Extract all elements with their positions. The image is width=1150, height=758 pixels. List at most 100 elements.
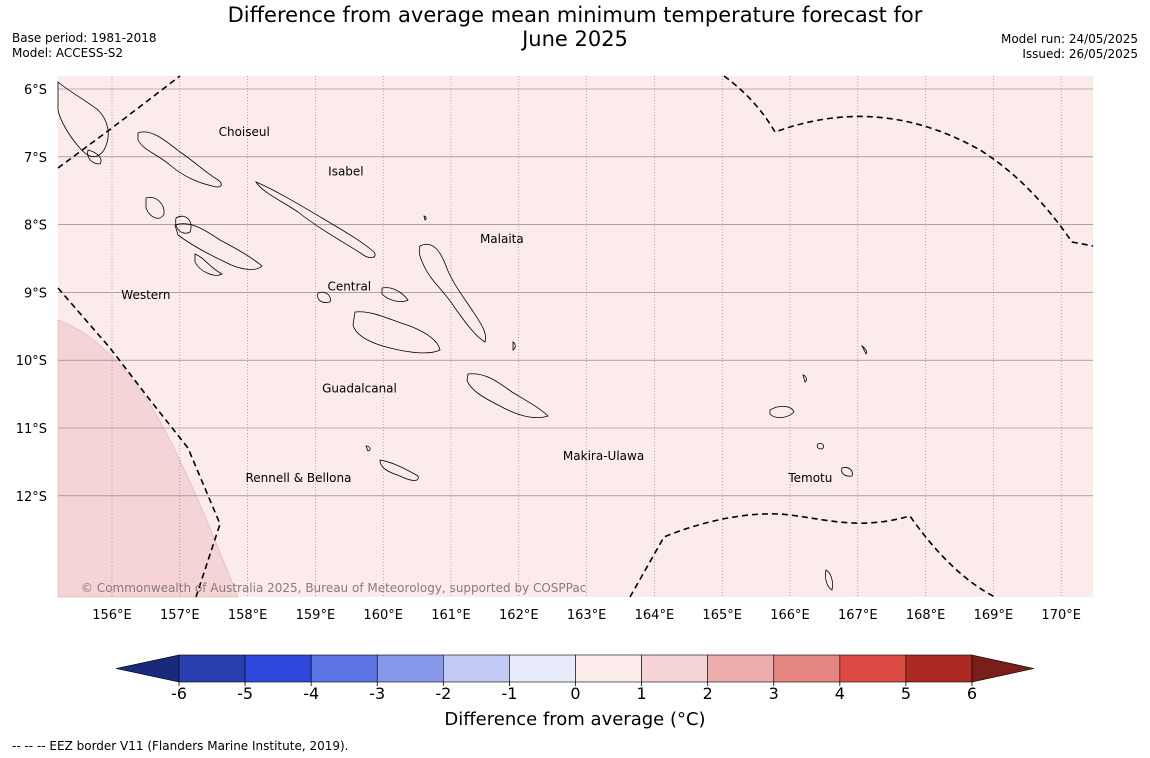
colorbar-tick-label: -2 — [435, 684, 451, 703]
colorbar-segment — [310, 654, 378, 683]
island-kolombangara — [175, 215, 192, 234]
latitude-labels: 6°S 7°S 8°S 9°S 10°S 11°S 12°S — [16, 83, 47, 505]
eez-border-northeast — [723, 75, 1094, 247]
colorbar-label: Difference from average (°C) — [444, 709, 706, 730]
region-label: Guadalcanal — [322, 381, 397, 395]
island-makira — [466, 373, 549, 418]
longitude-label: 164°E — [635, 608, 675, 623]
island-guadalcanal — [352, 311, 441, 354]
colorbar-segment — [178, 654, 246, 683]
island-malaita — [418, 243, 487, 343]
island-new-georgia — [174, 223, 263, 270]
longitude-label: 157°E — [160, 608, 200, 623]
latitude-label: 9°S — [24, 286, 47, 301]
colorbar-tick-label: -6 — [171, 684, 187, 703]
longitude-label: 165°E — [702, 608, 742, 623]
latitude-label: 10°S — [16, 354, 47, 369]
colorbar-tick-label: -3 — [369, 684, 385, 703]
title-line-1: Difference from average mean minimum tem… — [227, 3, 923, 27]
model-run-date: Model run: 24/05/2025 — [1000, 32, 1138, 46]
model-name: Model: ACCESS-S2 — [12, 46, 124, 60]
island-florida — [317, 291, 331, 303]
colorbar-tick-label: 3 — [769, 684, 779, 703]
island-coastlines — [57, 81, 868, 591]
island-bougainville — [57, 81, 109, 158]
colorbar-segment — [773, 654, 841, 683]
island-rennell — [379, 459, 419, 481]
longitude-label: 160°E — [363, 608, 403, 623]
colorbar-segment — [905, 654, 973, 683]
map-gridlines — [58, 76, 1093, 597]
island-small-3 — [423, 215, 427, 221]
island-santa-cruz — [769, 406, 795, 418]
island-shortland — [87, 149, 102, 165]
latitude-label: 8°S — [24, 219, 47, 234]
longitude-label: 158°E — [228, 608, 268, 623]
colorbar-segment — [575, 654, 642, 683]
colorbar-segment — [641, 654, 708, 683]
colorbar-segment — [509, 654, 576, 683]
map-background — [58, 76, 1093, 597]
island-reef-islands — [802, 374, 807, 383]
copyright-notice: © Commonwealth of Australia 2025, Bureau… — [81, 581, 586, 595]
region-label: Rennell & Bellona — [245, 471, 351, 485]
longitude-label: 163°E — [567, 608, 607, 623]
region-label: Malaita — [480, 232, 524, 246]
colorbar-tick-label: 2 — [703, 684, 713, 703]
island-small-1 — [512, 341, 516, 351]
latitude-label: 6°S — [24, 83, 47, 98]
colorbar-segments — [115, 654, 1035, 683]
latitude-label: 11°S — [16, 422, 47, 437]
colorbar-segment — [839, 654, 907, 683]
map-title: Difference from average mean minimum tem… — [0, 3, 1150, 51]
warm-anomaly-region — [57, 319, 239, 598]
island-vella-lavella — [145, 197, 165, 219]
island-bellona — [365, 445, 371, 452]
latitude-label: 12°S — [16, 490, 47, 505]
eez-border-south — [629, 513, 996, 598]
island-choiseul — [137, 131, 222, 188]
colorbar-tick-label: 4 — [835, 684, 845, 703]
longitude-label: 168°E — [906, 608, 946, 623]
base-period: Base period: 1981-2018 — [12, 31, 157, 45]
region-label: Western — [121, 288, 170, 302]
eez-borders — [57, 75, 1094, 598]
longitude-label: 161°E — [431, 608, 471, 623]
colorbar-tick-label: -1 — [501, 684, 517, 703]
island-tikopia — [825, 569, 833, 591]
title-line-2: June 2025 — [522, 27, 628, 51]
base-info: Base period: 1981-2018 Model: ACCESS-S2 — [12, 31, 157, 61]
colorbar-segment — [244, 654, 312, 683]
eez-legend-note: -- -- -- EEZ border V11 (Flanders Marine… — [12, 739, 349, 753]
run-info: Model run: 24/05/2025 Issued: 26/05/2025 — [1001, 32, 1138, 62]
region-label: Choiseul — [219, 125, 270, 139]
colorbar-segment — [707, 654, 775, 683]
colorbar-tick-label: 6 — [967, 684, 977, 703]
longitude-label: 156°E — [92, 608, 132, 623]
region-labels: Choiseul Isabel Malaita Western Central Guada… — [121, 125, 832, 485]
colorbar-over-arrow — [971, 654, 1035, 683]
issued-date: Issued: 26/05/2025 — [1022, 47, 1138, 61]
colorbar-ticks: -6 -5 -4 -3 -2 -1 0 1 2 3 4 5 6 — [171, 682, 977, 703]
colorbar-segment — [443, 654, 510, 683]
latitude-label: 7°S — [24, 151, 47, 166]
longitude-label: 167°E — [838, 608, 878, 623]
island-isabel — [255, 181, 376, 258]
eez-border-west — [57, 287, 221, 598]
longitude-label: 166°E — [770, 608, 810, 623]
island-utupua — [816, 443, 825, 450]
colorbar-under-arrow — [115, 654, 180, 683]
longitude-labels: 156°E 157°E 158°E 159°E 160°E 161°E 162°E 163°E… — [92, 608, 1081, 623]
longitude-label: 159°E — [296, 608, 336, 623]
colorbar-segment — [376, 654, 444, 683]
region-label: Central — [327, 280, 371, 294]
longitude-label: 169°E — [974, 608, 1014, 623]
island-small-2 — [860, 344, 868, 355]
eez-border-northwest — [57, 75, 181, 169]
island-russell — [381, 287, 409, 302]
region-label: Temotu — [787, 471, 832, 485]
island-vanikoro — [841, 467, 853, 477]
region-label: Makira-Ulawa — [563, 449, 644, 463]
